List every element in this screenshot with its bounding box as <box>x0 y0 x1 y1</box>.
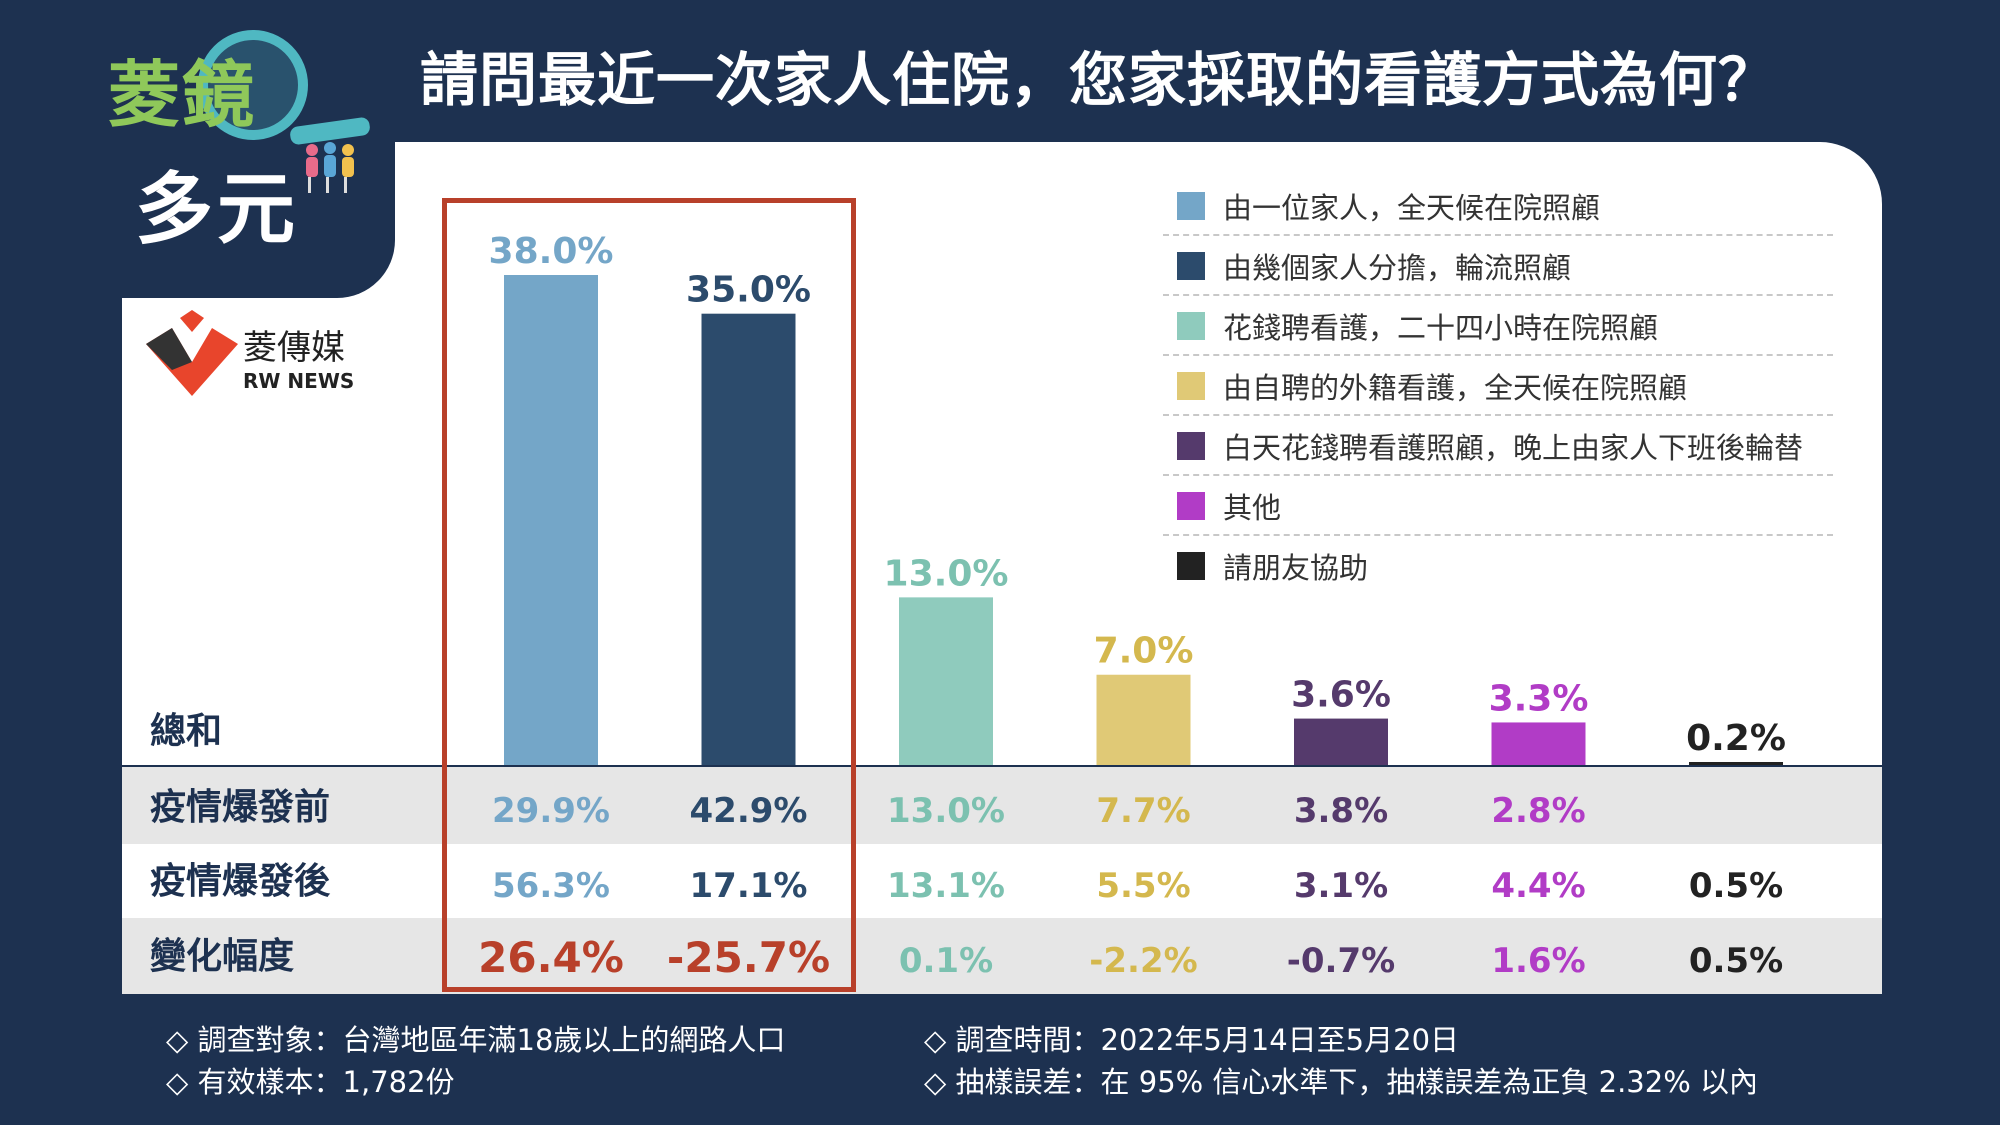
bar-chart: 38.0% 29.9% 56.3% 26.4% 35.0% 42.9% 17.1% -25.7… <box>122 231 1882 994</box>
legend-swatch <box>1177 312 1205 340</box>
magnifier-icon <box>198 30 308 140</box>
row-band-before <box>122 767 1882 844</box>
table-cell-change-2: 0.1% <box>899 941 993 981</box>
table-cell-change-0: 26.4% <box>478 933 624 982</box>
chart-panel <box>122 142 1882 994</box>
legend-item: 由一位家人，全天候在院照顧 <box>1163 178 1833 236</box>
table-cell-after-5: 4.4% <box>1491 866 1585 906</box>
legend-item: 請朋友協助 <box>1163 538 1833 594</box>
logo-text-line1: 菱鏡 <box>108 53 257 137</box>
legend-label: 白天花錢聘看護照顧，晚上由家人下班後輪替 <box>1223 431 1804 465</box>
bar-value-label-1: 35.0% <box>686 270 811 311</box>
legend-swatch <box>1177 492 1205 520</box>
bar-2 <box>899 597 993 765</box>
media-name: 菱傳媒 <box>243 328 345 368</box>
row-band-change <box>122 918 1882 994</box>
bar-6 <box>1689 762 1783 765</box>
table-cell-before-5: 2.8% <box>1491 791 1585 831</box>
legend-swatch <box>1177 192 1205 220</box>
footer-error: ◇ 抽樣誤差：在 95% 信心水準下，抽樣誤差為正負 2.32% 以內 <box>924 1065 1758 1099</box>
table-cell-after-2: 13.1% <box>887 866 1005 906</box>
legend-swatch <box>1177 372 1205 400</box>
people-icon <box>306 142 354 193</box>
bar-value-label-3: 7.0% <box>1094 631 1194 672</box>
legend-item: 其他 <box>1163 478 1833 536</box>
bar-value-label-4: 3.6% <box>1291 675 1391 716</box>
media-logo-icon <box>146 310 238 396</box>
legend-item: 花錢聘看護，二十四小時在院照顧 <box>1163 298 1833 356</box>
table-cell-before-0: 29.9% <box>492 791 610 831</box>
legend-item: 白天花錢聘看護照顧，晚上由家人下班後輪替 <box>1163 418 1833 476</box>
page-title: 請問最近一次家人住院，您家採取的看護方式為何？ <box>420 46 1778 114</box>
bar-1 <box>701 313 796 765</box>
legend-label: 花錢聘看護，二十四小時在院照顧 <box>1223 311 1659 345</box>
highlight-box <box>442 198 856 992</box>
logo-text-line2: 多元 <box>135 165 300 255</box>
table-cell-change-6: 0.5% <box>1689 941 1783 981</box>
table-cell-after-1: 17.1% <box>690 866 808 906</box>
logo-block: 菱鏡 多元 <box>0 0 395 298</box>
legend-swatch <box>1177 252 1205 280</box>
row-label-after: 疫情爆發後 <box>150 861 331 902</box>
table-cell-after-0: 56.3% <box>492 866 610 906</box>
legend-label: 其他 <box>1223 491 1282 525</box>
bar-value-label-5: 3.3% <box>1489 678 1589 719</box>
row-label-change: 變化幅度 <box>150 936 295 977</box>
table-cell-change-4: -0.7% <box>1287 941 1395 981</box>
footer-target: ◇ 調查對象：台灣地區年滿18歲以上的網路人口 <box>166 1023 786 1057</box>
legend-swatch <box>1177 552 1205 580</box>
media-name-en: RW NEWS <box>243 369 355 393</box>
legend-label: 由自聘的外籍看護，全天候在院照顧 <box>1223 371 1688 405</box>
table-cell-before-4: 3.8% <box>1294 791 1388 831</box>
table-cell-after-6: 0.5% <box>1689 866 1783 906</box>
row-label-before: 疫情爆發前 <box>150 787 331 828</box>
table-cell-change-5: 1.6% <box>1491 941 1585 981</box>
legend-label: 由幾個家人分擔，輪流照顧 <box>1223 251 1572 285</box>
bar-4 <box>1294 718 1388 765</box>
row-label-total: 總和 <box>150 711 223 752</box>
chart-legend: 由一位家人，全天候在院照顧 由幾個家人分擔，輪流照顧花錢聘看護，二十四小時在院照顧… <box>1163 178 1833 596</box>
bar-value-label-0: 38.0% <box>489 231 614 272</box>
bar-3 <box>1096 674 1191 765</box>
table-cell-before-1: 42.9% <box>690 791 808 831</box>
table-cell-after-4: 3.1% <box>1294 866 1388 906</box>
footer-sample: ◇ 有效樣本：1,782份 <box>166 1065 455 1099</box>
table-cell-before-2: 13.0% <box>887 791 1005 831</box>
table-cell-after-3: 5.5% <box>1096 866 1190 906</box>
table-cell-change-1: -25.7% <box>667 933 830 982</box>
legend-item: 由幾個家人分擔，輪流照顧 <box>1163 238 1833 296</box>
table-cell-change-3: -2.2% <box>1089 941 1197 981</box>
legend-label: 請朋友協助 <box>1223 551 1369 585</box>
footer-time: ◇ 調查時間：2022年5月14日至5月20日 <box>924 1023 1460 1057</box>
bar-5 <box>1491 722 1586 765</box>
bar-value-label-2: 13.0% <box>884 553 1009 594</box>
bar-0 <box>504 275 598 765</box>
legend-swatch <box>1177 432 1205 460</box>
legend-item: 由自聘的外籍看護，全天候在院照顧 <box>1163 358 1833 416</box>
bar-value-label-6: 0.2% <box>1686 718 1786 759</box>
table-cell-before-3: 7.7% <box>1096 791 1190 831</box>
legend-label: 由一位家人，全天候在院照顧 <box>1223 191 1601 225</box>
